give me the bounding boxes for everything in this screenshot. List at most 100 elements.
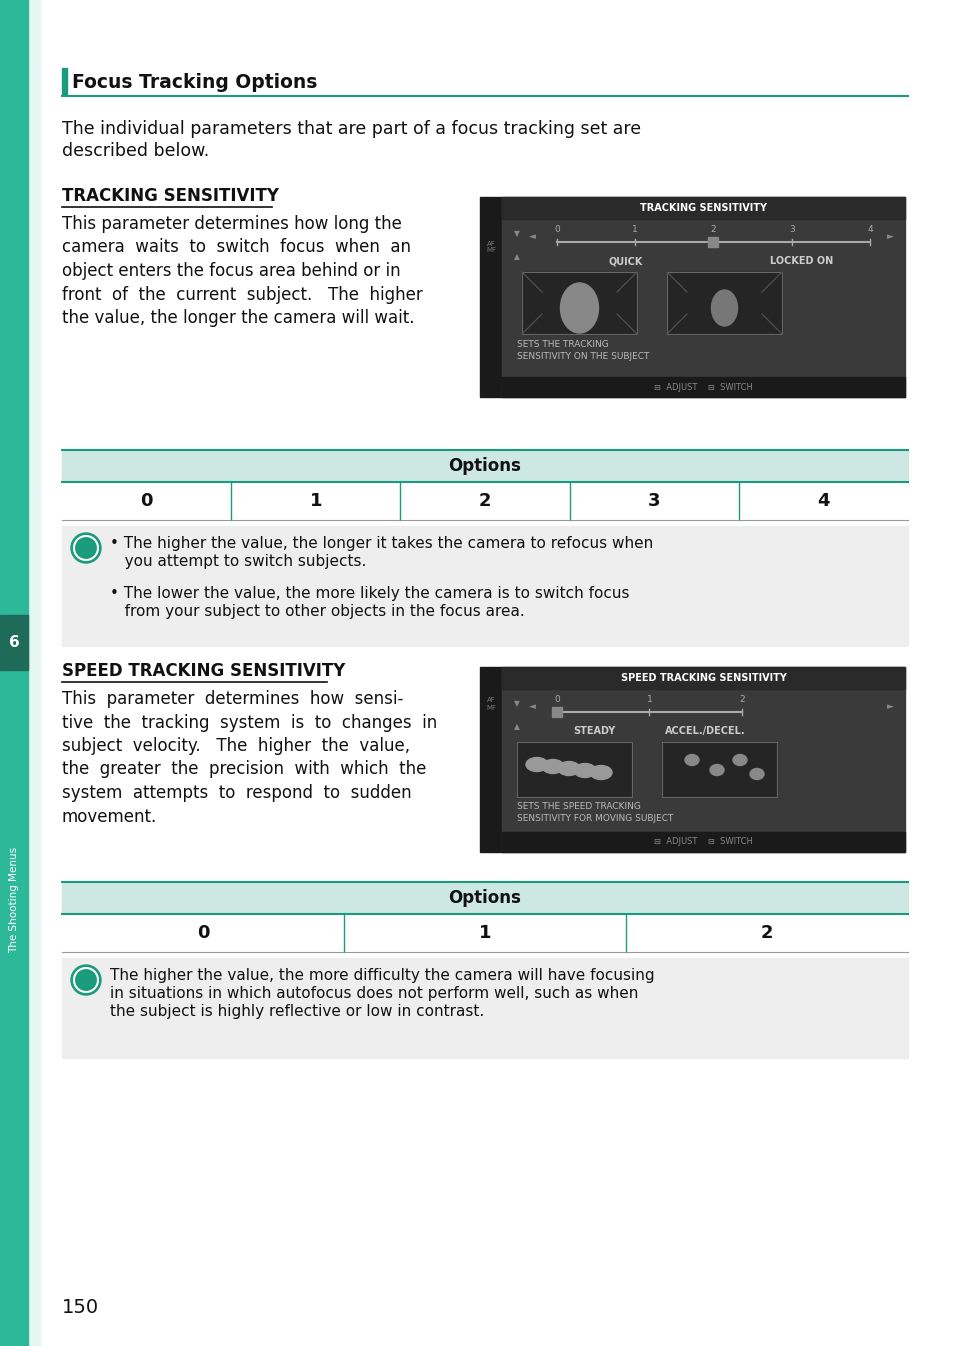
Text: This parameter determines how long the: This parameter determines how long the (62, 215, 401, 233)
Bar (552, 707, 561, 717)
Text: TRACKING SENSITIVITY: TRACKING SENSITIVITY (62, 187, 278, 205)
Bar (501, 832, 904, 852)
Text: from your subject to other objects in the focus area.: from your subject to other objects in th… (110, 604, 524, 619)
Bar (479, 197, 501, 397)
Text: ▼: ▼ (514, 230, 519, 238)
Bar (501, 197, 904, 219)
Text: ◄: ◄ (528, 703, 535, 712)
Text: 3: 3 (647, 493, 659, 510)
Bar (62, 69, 67, 94)
Text: SETS THE SPEED TRACKING: SETS THE SPEED TRACKING (517, 802, 640, 812)
Bar (62, 914, 907, 952)
Bar (666, 272, 781, 334)
Text: 0: 0 (554, 225, 559, 233)
Bar (517, 742, 631, 797)
Text: ▼: ▼ (514, 700, 519, 708)
Text: subject  velocity.   The  higher  the  value,: subject velocity. The higher the value, (62, 738, 410, 755)
Circle shape (71, 965, 101, 995)
Text: SPEED TRACKING SENSITIVITY: SPEED TRACKING SENSITIVITY (62, 662, 345, 680)
Text: AF
MF: AF MF (485, 697, 496, 711)
Text: 1: 1 (632, 225, 638, 233)
Ellipse shape (749, 769, 763, 779)
Text: Options: Options (448, 458, 521, 475)
Text: the subject is highly reflective or low in contrast.: the subject is highly reflective or low … (110, 1004, 484, 1019)
Bar (501, 197, 904, 397)
Bar (62, 450, 907, 482)
Text: This  parameter  determines  how  sensi-: This parameter determines how sensi- (62, 690, 403, 708)
Text: The higher the value, the more difficulty the camera will have focusing: The higher the value, the more difficult… (110, 968, 654, 983)
Text: • The lower the value, the more likely the camera is to switch focus: • The lower the value, the more likely t… (110, 586, 629, 602)
Text: ▲: ▲ (514, 723, 519, 731)
Text: 1: 1 (309, 493, 322, 510)
Text: 2: 2 (760, 923, 773, 942)
Bar (62, 958, 907, 1058)
Text: ▲: ▲ (514, 253, 519, 261)
Text: 1: 1 (646, 695, 652, 704)
Bar (501, 668, 904, 689)
Text: the  greater  the  precision  with  which  the: the greater the precision with which the (62, 760, 426, 778)
Bar (501, 377, 904, 397)
Text: • The higher the value, the longer it takes the camera to refocus when: • The higher the value, the longer it ta… (110, 536, 653, 551)
Text: SETS THE TRACKING: SETS THE TRACKING (517, 341, 608, 349)
Bar (708, 237, 718, 248)
Ellipse shape (711, 289, 737, 326)
Text: 2: 2 (739, 695, 744, 704)
Text: 150: 150 (62, 1298, 99, 1316)
Bar (517, 742, 631, 797)
Text: Options: Options (448, 888, 521, 907)
Text: SPEED TRACKING SENSITIVITY: SPEED TRACKING SENSITIVITY (619, 673, 785, 682)
Text: STEADY: STEADY (572, 725, 615, 736)
Text: 4: 4 (817, 493, 829, 510)
Text: LOCKED ON: LOCKED ON (769, 256, 832, 267)
Text: tive  the  tracking  system  is  to  changes  in: tive the tracking system is to changes i… (62, 713, 436, 731)
Text: TRACKING SENSITIVITY: TRACKING SENSITIVITY (639, 203, 766, 213)
Text: The individual parameters that are part of a focus tracking set are: The individual parameters that are part … (62, 120, 640, 139)
Text: QUICK: QUICK (608, 256, 642, 267)
Text: 6: 6 (9, 635, 19, 650)
Bar (0, 0, 28, 1346)
Ellipse shape (558, 762, 579, 775)
Text: object enters the focus area behind or in: object enters the focus area behind or i… (62, 262, 400, 280)
Text: 0: 0 (196, 923, 209, 942)
Ellipse shape (525, 758, 547, 771)
Text: SENSITIVITY FOR MOVING SUBJECT: SENSITIVITY FOR MOVING SUBJECT (517, 814, 673, 822)
Text: ACCEL./DECEL.: ACCEL./DECEL. (664, 725, 744, 736)
Text: !: ! (83, 541, 90, 556)
Text: ►: ► (885, 233, 893, 241)
Ellipse shape (541, 759, 563, 774)
Text: !: ! (83, 973, 90, 988)
Bar (62, 882, 907, 914)
Bar (661, 742, 776, 797)
Bar (501, 668, 904, 852)
Text: SENSITIVITY ON THE SUBJECT: SENSITIVITY ON THE SUBJECT (517, 353, 649, 361)
Bar (28, 0, 40, 1346)
Ellipse shape (560, 283, 598, 332)
Ellipse shape (709, 765, 723, 775)
Text: 1: 1 (478, 923, 491, 942)
Text: described below.: described below. (62, 141, 209, 160)
Text: The Shooting Menus: The Shooting Menus (9, 847, 19, 953)
Text: you attempt to switch subjects.: you attempt to switch subjects. (110, 555, 366, 569)
Text: in situations in which autofocus does not perform well, such as when: in situations in which autofocus does no… (110, 987, 638, 1001)
Ellipse shape (732, 755, 746, 766)
Text: the value, the longer the camera will wait.: the value, the longer the camera will wa… (62, 310, 414, 327)
Text: 2: 2 (710, 225, 716, 233)
Text: 0: 0 (554, 695, 559, 704)
Bar (521, 272, 637, 334)
Bar (62, 482, 907, 520)
Text: AF
MF: AF MF (485, 241, 496, 253)
Bar (62, 526, 907, 646)
Bar (661, 742, 776, 797)
Ellipse shape (589, 766, 612, 779)
Bar (479, 668, 501, 852)
Text: camera  waits  to  switch  focus  when  an: camera waits to switch focus when an (62, 238, 411, 257)
Bar (0, 615, 28, 670)
Bar (666, 272, 781, 334)
Text: movement.: movement. (62, 808, 157, 825)
Text: front  of  the  current  subject.   The  higher: front of the current subject. The higher (62, 285, 422, 303)
Circle shape (71, 533, 101, 563)
Text: ◄: ◄ (528, 233, 535, 241)
Text: Focus Tracking Options: Focus Tracking Options (71, 73, 317, 92)
Text: 2: 2 (478, 493, 491, 510)
Text: 4: 4 (866, 225, 872, 233)
